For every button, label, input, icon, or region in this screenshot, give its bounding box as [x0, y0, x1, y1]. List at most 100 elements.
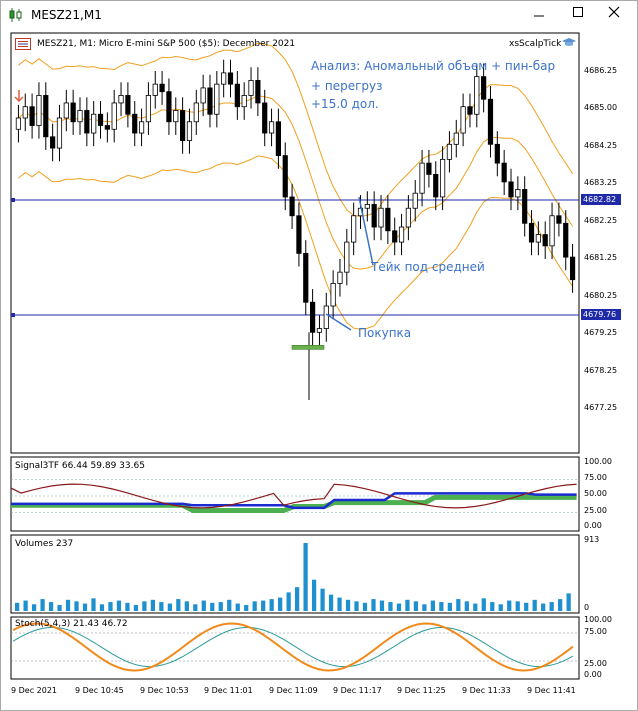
candlestick-chart-icon: [9, 7, 23, 27]
volume-indicator-label: Volumes 237: [15, 539, 74, 549]
buy-pointer-line: [325, 313, 352, 331]
candle-body: [351, 215, 357, 243]
price-tick: 4683.25: [584, 178, 618, 187]
chart-toolbar-icon[interactable]: [15, 38, 31, 52]
time-tick: 9 Dec 11:17: [333, 686, 382, 695]
candle-body: [460, 106, 466, 134]
candle-body: [91, 113, 97, 134]
volume-bar: [354, 601, 359, 611]
candle-body: [275, 121, 281, 157]
expert-advisor-name[interactable]: xsScalpTick: [509, 39, 562, 49]
volume-bar: [311, 579, 317, 611]
candle-body: [118, 95, 124, 104]
signal-tick: 100.00: [584, 457, 612, 466]
candle-body: [316, 328, 323, 333]
volume-bar: [99, 604, 105, 611]
volume-bar: [379, 600, 385, 611]
time-tick: 9 Dec 11:33: [462, 686, 511, 695]
price-tick: 4679.25: [584, 328, 618, 337]
price-tick: 4682.25: [584, 216, 618, 225]
volume-bar: [201, 600, 206, 611]
volume-bar: [345, 599, 351, 611]
upper-hline-price-tag[interactable]: 4682.82: [581, 194, 621, 205]
candle-body: [214, 83, 220, 115]
volume-bar: [524, 602, 529, 611]
candle-body: [392, 230, 398, 243]
take-pointer-line: [358, 196, 374, 266]
minimize-icon: [534, 15, 544, 17]
volume-bar: [31, 604, 37, 611]
volume-max-tick: 913: [584, 535, 600, 544]
volume-bar: [481, 598, 486, 611]
candle-body: [487, 98, 494, 145]
volume-bar: [413, 601, 419, 611]
volume-bar: [464, 601, 469, 611]
candle-body: [97, 113, 104, 126]
volume-bar: [396, 603, 402, 611]
candle-body: [234, 83, 240, 108]
chart-area[interactable]: [1, 31, 637, 709]
close-button[interactable]: [601, 6, 627, 26]
maximize-button[interactable]: [565, 6, 591, 26]
candle-body: [474, 76, 480, 115]
price-tick: 4681.25: [584, 253, 618, 262]
lower-band-line: [18, 155, 574, 330]
candle-body: [385, 207, 391, 232]
candle-body: [535, 234, 541, 243]
volume-bar: [337, 597, 342, 611]
title-bar[interactable]: MESZ21,M1: [1, 1, 637, 31]
candle-body: [323, 305, 329, 329]
volume-bar: [218, 602, 223, 611]
candle-body: [412, 192, 418, 209]
minimize-button[interactable]: [526, 6, 552, 26]
time-tick: 9 Dec 10:45: [75, 686, 124, 695]
volume-bar: [48, 602, 54, 611]
volume-bar: [278, 597, 283, 611]
analysis-line-2: + перегруз: [311, 79, 383, 93]
signal-tick: 25.00: [584, 506, 607, 515]
price-tick: 4685.00: [584, 103, 618, 112]
volume-bar: [184, 601, 189, 611]
candle-body: [405, 207, 411, 228]
candle-body: [542, 234, 548, 247]
time-tick: 9 Dec 11:41: [527, 686, 576, 695]
candle-body: [439, 158, 446, 198]
volume-zero-tick: 0: [584, 603, 590, 612]
candle-body: [371, 204, 377, 228]
candle-body: [221, 72, 227, 85]
volume-bar: [295, 587, 300, 611]
volume-bar: [150, 599, 155, 611]
candle-body: [159, 83, 165, 93]
volume-bar: [269, 599, 274, 611]
candle-body: [296, 215, 302, 254]
volume-bar: [549, 602, 554, 611]
candle-body: [262, 102, 268, 134]
candle-body: [419, 162, 425, 194]
take-profit-label: Тейк под средней: [371, 260, 485, 274]
candle-body: [193, 102, 199, 123]
volume-bar: [23, 600, 28, 611]
volume-bar: [473, 603, 478, 611]
middle-band-line: [18, 95, 574, 270]
time-tick: 9 Dec 11:09: [269, 686, 318, 695]
candle-body: [186, 121, 193, 141]
candle-body: [398, 226, 405, 243]
volume-bar: [422, 604, 427, 611]
graduation-cap-icon: [561, 37, 577, 51]
time-tick: 9 Dec 2021: [11, 686, 58, 695]
candle-body: [515, 189, 521, 198]
volume-bar: [388, 602, 393, 611]
candle-body: [446, 143, 453, 160]
candle-body: [467, 106, 473, 115]
volume-bar: [227, 599, 232, 611]
candle-body: [36, 95, 42, 126]
volume-bar: [303, 543, 308, 611]
stoch-tick: 75.00: [584, 627, 607, 636]
lower-hline-price-tag[interactable]: 4679.76: [581, 309, 621, 320]
candle-body: [248, 80, 254, 96]
buy-label: Покупка: [358, 326, 412, 340]
price-tick: 4680.25: [584, 291, 618, 300]
volume-bar: [252, 601, 257, 611]
volume-bar: [74, 601, 79, 611]
price-tick: 4686.25: [584, 66, 618, 75]
